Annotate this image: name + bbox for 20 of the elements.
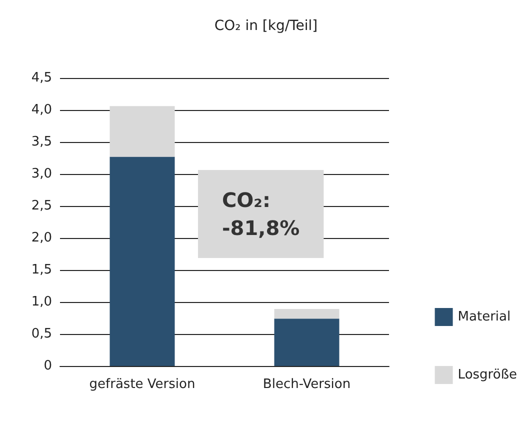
y-tick-label: 3,5 (31, 134, 52, 150)
y-tick-label: 3,0 (31, 166, 52, 182)
x-tick-label: gefräste Version (89, 377, 196, 392)
bar (110, 156, 175, 366)
y-tick-label: 4,5 (31, 70, 52, 86)
x-tick-label: Blech-Version (262, 377, 351, 392)
chart-title: CO₂ in [kg/Teil] (214, 18, 318, 34)
y-tick-label: 1,0 (31, 294, 52, 310)
legend-label: Losgröße (458, 368, 518, 382)
y-tick-label: 2,5 (31, 198, 52, 214)
y-tick-label: 4,0 (31, 102, 52, 118)
y-tick-label: 2,0 (31, 230, 52, 246)
bar (274, 318, 340, 366)
y-tick-label: 0 (44, 358, 52, 374)
bar (110, 106, 175, 157)
bar (274, 309, 340, 319)
y-tick-label: 1,5 (31, 262, 52, 278)
legend-label: Material (458, 310, 511, 324)
y-tick-label: 0,5 (31, 326, 52, 342)
annotation: CO₂: -81,8% (222, 188, 300, 240)
